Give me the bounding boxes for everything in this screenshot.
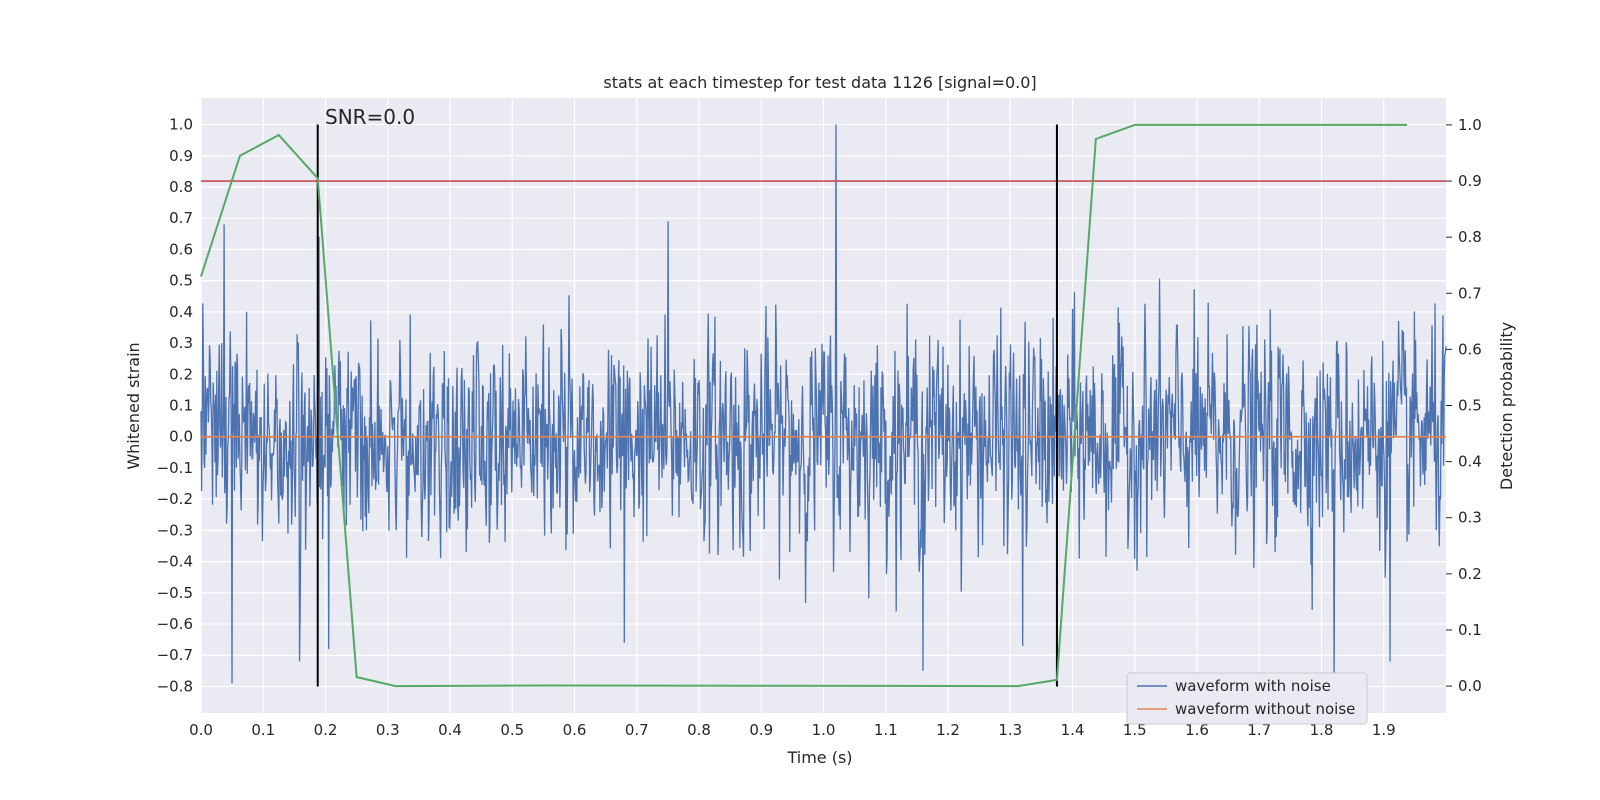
y-right-tick-label: 0.4 bbox=[1458, 453, 1482, 471]
y-right-tick-label: 0.5 bbox=[1458, 397, 1482, 415]
y-tick-label: −0.3 bbox=[157, 521, 193, 539]
y-axis-right-ticks: 1.0 0.9 0.8 0.7 0.6 0.5 0.4 0.3 0.2 0.1 0.0 bbox=[1446, 116, 1482, 695]
y-axis-right-label: Detection probability bbox=[1497, 322, 1516, 490]
y-right-tick-label: 0.7 bbox=[1458, 284, 1482, 302]
series-waveform-with-noise bbox=[200, 124, 1447, 684]
y-tick-label: 0.6 bbox=[169, 240, 193, 258]
x-tick-label: 0.3 bbox=[376, 721, 400, 739]
x-tick-label: 1.7 bbox=[1247, 721, 1271, 739]
x-tick-label: 1.8 bbox=[1310, 721, 1334, 739]
x-tick-label: 0.4 bbox=[438, 721, 462, 739]
x-tick-label: 1.4 bbox=[1061, 721, 1085, 739]
x-tick-label: 0.5 bbox=[500, 721, 524, 739]
legend-label-waveform-with-noise: waveform with noise bbox=[1175, 677, 1331, 695]
y-tick-label: −0.4 bbox=[157, 553, 193, 571]
x-tick-label: 1.1 bbox=[874, 721, 898, 739]
x-tick-label: 1.5 bbox=[1123, 721, 1147, 739]
y-tick-label: −0.7 bbox=[157, 646, 193, 664]
series-layer bbox=[200, 123, 1447, 688]
x-axis-label: Time (s) bbox=[786, 748, 852, 767]
y-tick-label: 0.4 bbox=[169, 303, 193, 321]
legend: waveform with noise waveform without noi… bbox=[1126, 672, 1368, 725]
y-right-tick-label: 0.9 bbox=[1458, 172, 1482, 190]
snr-annotation: SNR=0.0 bbox=[325, 105, 415, 129]
x-tick-label: 0.2 bbox=[314, 721, 338, 739]
y-right-tick-label: 0.0 bbox=[1458, 677, 1482, 695]
y-tick-label: 0.7 bbox=[169, 209, 193, 227]
y-right-tick-label: 0.2 bbox=[1458, 565, 1482, 583]
y-tick-label: −0.8 bbox=[157, 677, 193, 695]
legend-box bbox=[1126, 672, 1368, 725]
y-tick-label: 1.0 bbox=[169, 116, 193, 134]
x-tick-label: 1.6 bbox=[1185, 721, 1209, 739]
y-tick-label: 0.1 bbox=[169, 397, 193, 415]
x-tick-label: 1.0 bbox=[812, 721, 836, 739]
y-tick-label: 0.8 bbox=[169, 178, 193, 196]
y-axis-label: Whitened strain bbox=[124, 342, 143, 469]
chart-title: stats at each timestep for test data 112… bbox=[603, 73, 1036, 92]
x-tick-label: 1.9 bbox=[1372, 721, 1396, 739]
y-right-tick-label: 1.0 bbox=[1458, 116, 1482, 134]
y-tick-label: 0.9 bbox=[169, 147, 193, 165]
x-tick-label: 0.0 bbox=[189, 721, 213, 739]
y-right-tick-label: 0.3 bbox=[1458, 509, 1482, 527]
x-tick-label: 0.9 bbox=[749, 721, 773, 739]
y-tick-label: −0.6 bbox=[157, 615, 193, 633]
x-tick-label: 1.3 bbox=[998, 721, 1022, 739]
x-axis-ticks: 0.0 0.1 0.2 0.3 0.4 0.5 0.6 0.7 0.8 0.9 1.0 1.1 1.2 1… bbox=[189, 721, 1396, 739]
y-tick-label: −0.5 bbox=[157, 584, 193, 602]
y-right-tick-label: 0.1 bbox=[1458, 621, 1482, 639]
x-tick-label: 0.6 bbox=[563, 721, 587, 739]
x-tick-label: 0.1 bbox=[251, 721, 275, 739]
x-tick-label: 1.2 bbox=[936, 721, 960, 739]
legend-label-waveform-without-noise: waveform without noise bbox=[1175, 700, 1355, 718]
y-tick-label: 0.0 bbox=[169, 428, 193, 446]
y-right-tick-label: 0.6 bbox=[1458, 340, 1482, 358]
series-detection-probability bbox=[200, 123, 1408, 688]
y-tick-label: 0.2 bbox=[169, 365, 193, 383]
y-tick-label: −0.1 bbox=[157, 459, 193, 477]
x-tick-label: 0.8 bbox=[687, 721, 711, 739]
y-axis-ticks: 1.0 0.9 0.8 0.7 0.6 0.5 0.4 0.3 0.2 0.1 0.0 −0.1 −0.… bbox=[157, 116, 193, 696]
y-tick-label: −0.2 bbox=[157, 490, 193, 508]
y-tick-label: 0.5 bbox=[169, 272, 193, 290]
x-tick-label: 0.7 bbox=[625, 721, 649, 739]
y-tick-label: 0.3 bbox=[169, 334, 193, 352]
y-right-tick-label: 0.8 bbox=[1458, 228, 1482, 246]
